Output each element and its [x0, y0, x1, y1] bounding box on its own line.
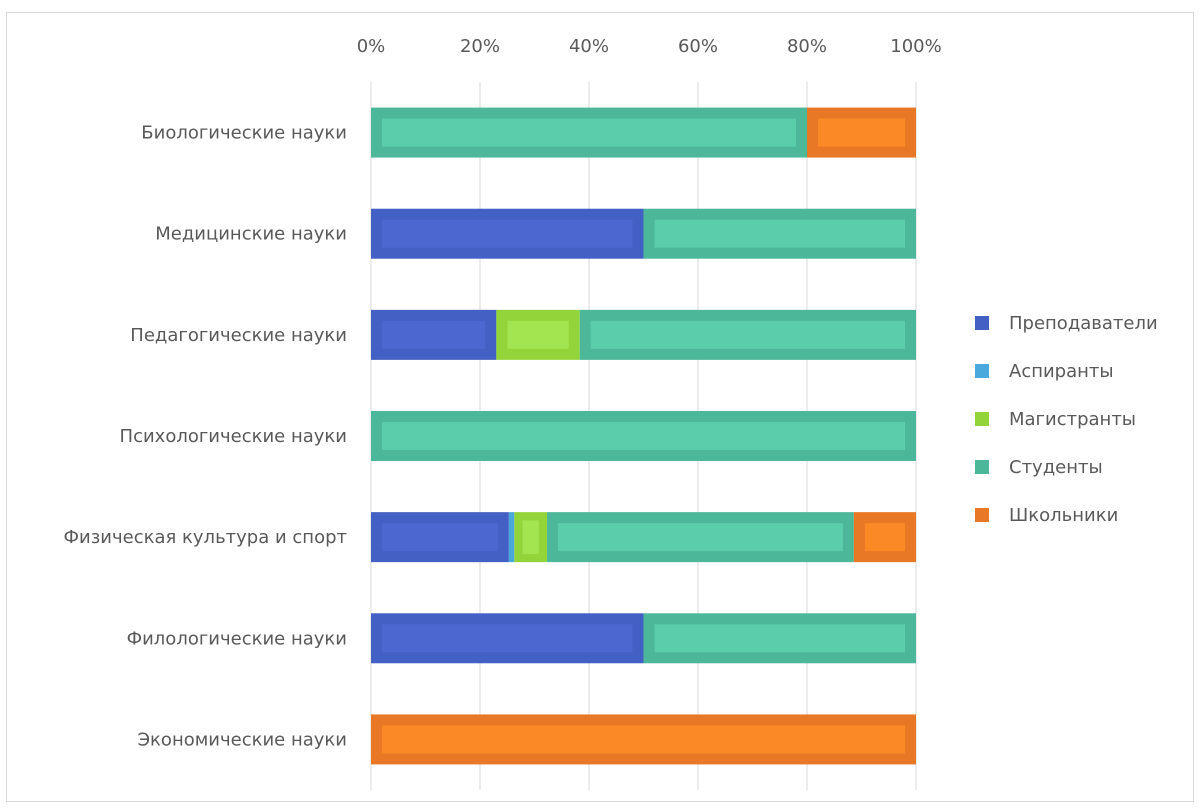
bar-segment-fill [558, 523, 843, 552]
legend-label: Школьники [1009, 505, 1118, 526]
bar-segment-fill [507, 320, 569, 349]
legend-swatch [975, 364, 989, 378]
bar-segment-fill [654, 624, 905, 653]
category-label: Психологические науки [120, 426, 347, 447]
x-tick-label: 0% [357, 36, 386, 57]
x-tick-label: 20% [460, 36, 500, 57]
legend-label: Магистранты [1009, 409, 1136, 430]
category-label: Педагогические науки [130, 325, 347, 346]
x-tick-label: 40% [569, 36, 609, 57]
category-label: Экономические науки [137, 729, 347, 750]
x-tick-label: 60% [678, 36, 718, 57]
bar-segment-fill [382, 219, 633, 248]
bar-segment-fill [654, 219, 905, 248]
bar-segment-fill [382, 624, 633, 653]
legend-label: Преподаватели [1009, 313, 1158, 334]
x-tick-label: 80% [787, 36, 827, 57]
category-label: Медицинские науки [155, 224, 347, 245]
bar-segment-fill [382, 422, 905, 450]
category-label: Филологические науки [127, 628, 347, 649]
bar-segment-fill [818, 118, 905, 147]
legend-label: Студенты [1009, 457, 1103, 478]
bar-segment-fill [382, 118, 796, 147]
bar-segment [508, 512, 515, 563]
legend-label: Аспиранты [1009, 361, 1114, 382]
x-tick-label: 100% [890, 36, 941, 57]
category-label: Биологические науки [141, 123, 347, 144]
category-label: Физическая культура и спорт [64, 527, 347, 548]
bar-segment-fill [382, 523, 498, 552]
legend-swatch [975, 460, 989, 474]
bar-segment-fill [522, 520, 539, 554]
bar-segment-fill [590, 320, 905, 349]
legend-swatch [975, 316, 989, 330]
bar-segment-fill [864, 523, 905, 552]
bar-segment-fill [382, 320, 486, 349]
legend-swatch [975, 412, 989, 426]
legend-swatch [975, 508, 989, 522]
bar-segment-fill [382, 725, 905, 754]
